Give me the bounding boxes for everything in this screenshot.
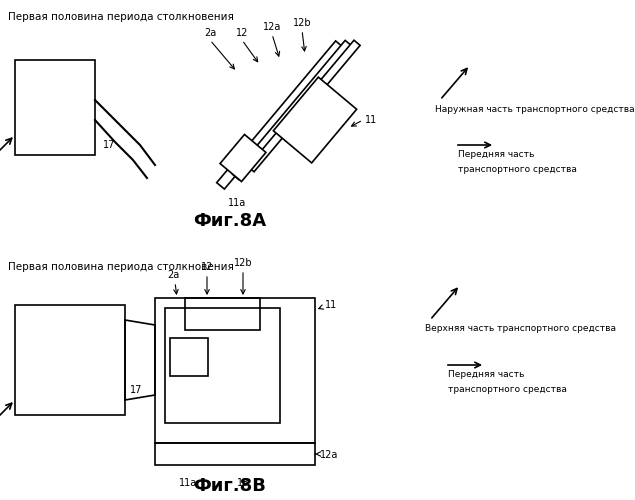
Bar [165, 308, 280, 423]
Text: Фиг.8В: Фиг.8В [194, 477, 267, 495]
Text: Фиг.8А: Фиг.8А [194, 212, 267, 230]
Text: Первая половина периода столкновения: Первая половина периода столкновения [8, 262, 234, 272]
Text: 12: 12 [236, 28, 248, 38]
Text: 11: 11 [325, 300, 337, 310]
Text: 11a: 11a [179, 478, 197, 488]
Text: 12a: 12a [263, 22, 281, 32]
Text: 17: 17 [103, 140, 116, 150]
Text: 12a: 12a [320, 450, 338, 460]
Text: 18: 18 [237, 478, 249, 488]
Text: 11: 11 [365, 115, 377, 125]
Text: 2a: 2a [167, 270, 179, 280]
Polygon shape [217, 41, 344, 189]
Text: транспортного средства: транспортного средства [448, 385, 567, 394]
Text: 2a: 2a [204, 28, 216, 38]
Text: Верхняя часть транспортного средства: Верхняя часть транспортного средства [425, 324, 616, 333]
Text: 12: 12 [201, 262, 213, 272]
Polygon shape [232, 40, 351, 179]
Text: 11a: 11a [228, 198, 246, 208]
Text: Первая половина периода столкновения: Первая половина периода столкновения [8, 12, 234, 22]
Text: 12b: 12b [234, 258, 252, 268]
Text: Передняя часть: Передняя часть [458, 150, 535, 159]
Polygon shape [220, 134, 266, 182]
Text: 12b: 12b [293, 18, 311, 28]
Bar [15, 60, 95, 155]
Polygon shape [273, 77, 357, 163]
Bar [155, 443, 315, 465]
Text: Передняя часть: Передняя часть [448, 370, 525, 379]
Text: транспортного средства: транспортного средства [458, 165, 577, 174]
Bar [170, 338, 208, 376]
Bar [15, 305, 125, 415]
Text: Наружная часть транспортного средства: Наружная часть транспортного средства [435, 105, 634, 114]
Polygon shape [248, 40, 360, 172]
Bar [155, 298, 315, 443]
Bar [185, 298, 260, 330]
Text: 17: 17 [130, 385, 142, 395]
